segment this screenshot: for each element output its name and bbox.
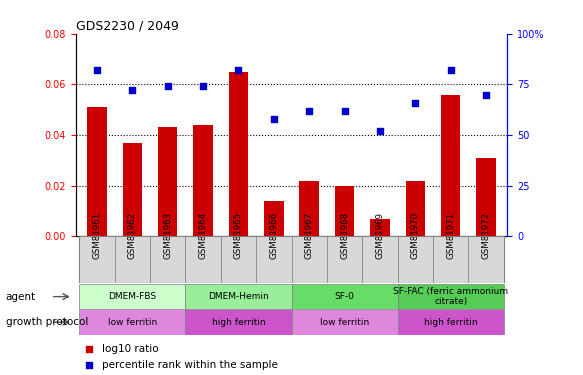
Bar <box>362 236 398 283</box>
Point <box>375 128 385 134</box>
Text: GSM81971: GSM81971 <box>446 211 455 259</box>
Bar <box>87 107 107 236</box>
Bar <box>79 284 185 309</box>
Point <box>163 83 173 89</box>
Text: GSM81968: GSM81968 <box>340 211 349 259</box>
Bar <box>264 201 283 236</box>
Text: agent: agent <box>6 292 36 302</box>
Text: percentile rank within the sample: percentile rank within the sample <box>101 360 278 369</box>
Point <box>405 152 414 158</box>
Bar <box>370 219 389 236</box>
Point <box>269 116 279 122</box>
Bar <box>185 236 221 283</box>
Bar <box>476 158 496 236</box>
Bar <box>292 236 327 283</box>
Bar <box>256 236 292 283</box>
Text: GSM81969: GSM81969 <box>375 212 384 259</box>
Bar <box>300 181 319 236</box>
Text: GSM81972: GSM81972 <box>482 211 490 259</box>
Text: SF-FAC (ferric ammonium
citrate): SF-FAC (ferric ammonium citrate) <box>393 287 508 306</box>
Text: DMEM-FBS: DMEM-FBS <box>108 292 156 301</box>
Point <box>128 87 137 93</box>
Text: log10 ratio: log10 ratio <box>101 344 159 354</box>
Bar <box>79 309 185 335</box>
Text: GSM81966: GSM81966 <box>269 211 278 259</box>
Bar <box>229 72 248 236</box>
Text: GSM81964: GSM81964 <box>199 211 208 259</box>
Bar <box>433 236 468 283</box>
Text: high ferritin: high ferritin <box>212 318 265 327</box>
Text: DMEM-Hemin: DMEM-Hemin <box>208 292 269 301</box>
Text: GSM81965: GSM81965 <box>234 211 243 259</box>
Point <box>234 67 243 73</box>
Bar <box>185 309 292 335</box>
Bar <box>221 236 256 283</box>
Text: growth protocol: growth protocol <box>6 317 88 327</box>
Text: high ferritin: high ferritin <box>424 318 477 327</box>
Point <box>92 67 101 73</box>
Bar <box>406 181 425 236</box>
Text: GSM81962: GSM81962 <box>128 211 137 259</box>
Bar <box>398 284 504 309</box>
Text: GSM81963: GSM81963 <box>163 211 172 259</box>
Bar <box>327 236 362 283</box>
Bar <box>398 309 504 335</box>
Bar <box>292 284 398 309</box>
Point <box>446 67 455 73</box>
Bar <box>292 309 398 335</box>
Bar <box>185 284 292 309</box>
Bar <box>335 186 354 236</box>
Text: GDS2230 / 2049: GDS2230 / 2049 <box>76 20 178 33</box>
Text: GSM81961: GSM81961 <box>93 211 101 259</box>
Point <box>340 108 349 114</box>
Text: GSM81967: GSM81967 <box>305 211 314 259</box>
Bar <box>441 94 461 236</box>
Bar <box>398 236 433 283</box>
Bar <box>115 236 150 283</box>
Point <box>410 100 420 106</box>
Bar <box>150 236 185 283</box>
Bar <box>468 236 504 283</box>
Point <box>482 92 491 98</box>
Bar <box>194 125 213 236</box>
Text: GSM81970: GSM81970 <box>411 211 420 259</box>
Text: low ferritin: low ferritin <box>108 318 157 327</box>
Point <box>304 108 314 114</box>
Bar <box>158 128 177 236</box>
Bar <box>122 142 142 236</box>
Point <box>405 290 414 296</box>
Text: SF-0: SF-0 <box>335 292 354 301</box>
Bar <box>79 236 115 283</box>
Point <box>198 83 208 89</box>
Text: low ferritin: low ferritin <box>320 318 369 327</box>
